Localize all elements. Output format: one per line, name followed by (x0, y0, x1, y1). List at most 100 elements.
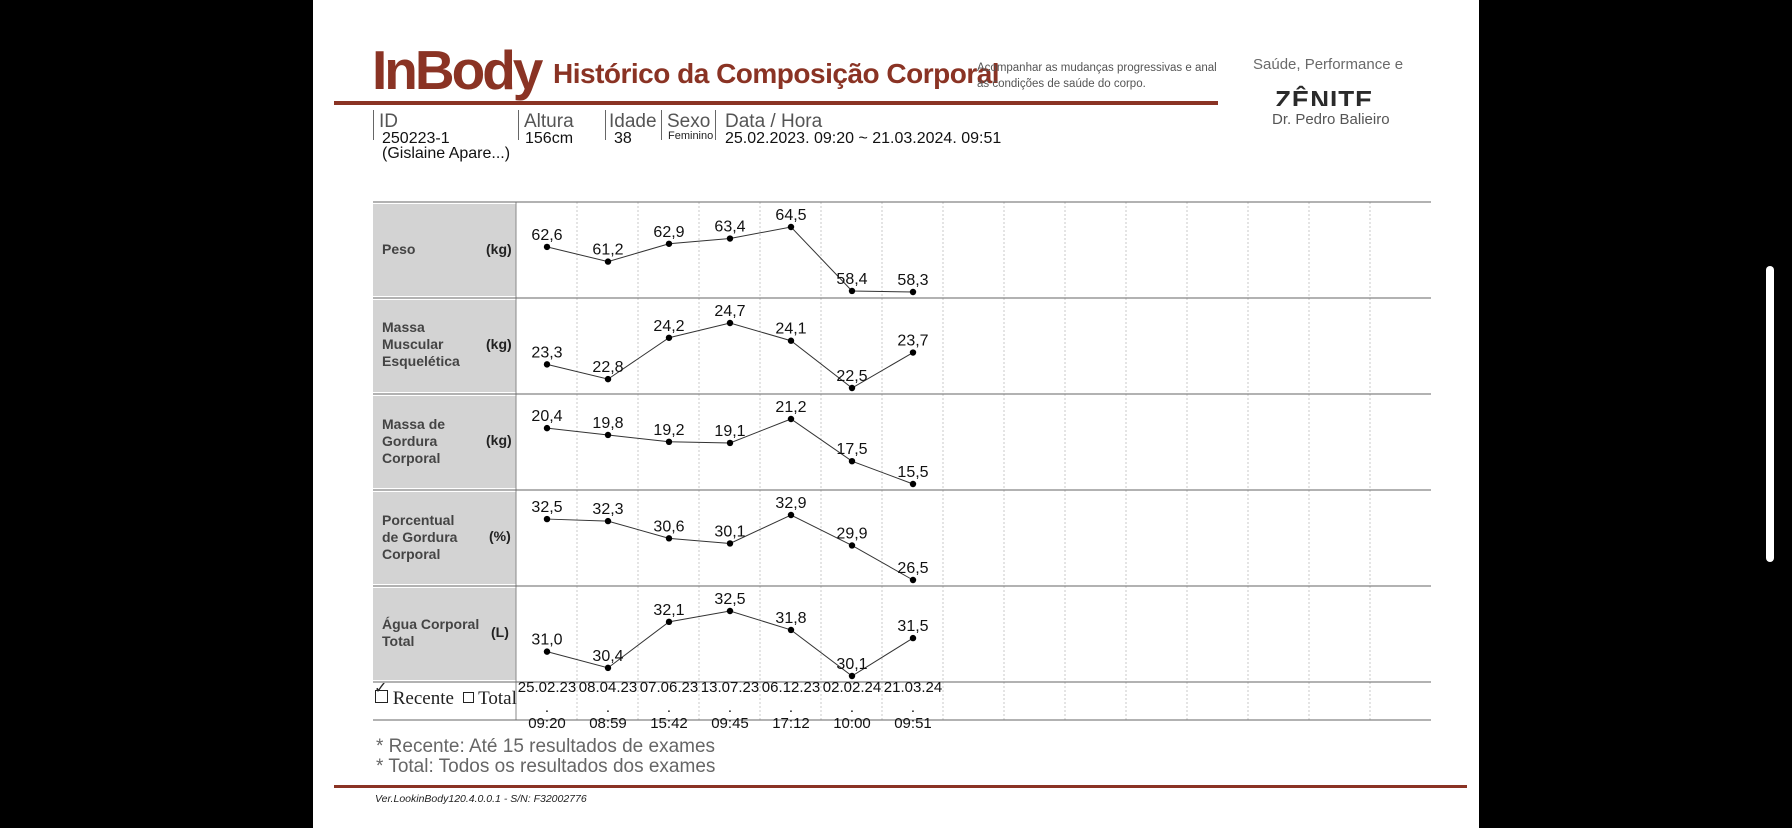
data-point (848, 287, 856, 295)
data-label: 19,2 (653, 422, 684, 439)
row-label-porcentual-gordura: Porcentual de Gordura Corporal (%) (373, 492, 516, 584)
data-point (604, 375, 612, 383)
data-point (787, 415, 795, 423)
x-tick-separator: . (606, 699, 610, 716)
data-label: 31,0 (531, 632, 562, 649)
x-tick-time: 17:12 (772, 715, 810, 732)
checkmark-icon: ✓ (374, 680, 388, 697)
x-tick-label: 02.02.24 (823, 679, 881, 696)
description-line-2: as condições de saúde do corpo. (977, 78, 1146, 90)
x-tick-time: 15:42 (650, 715, 688, 732)
row-label-peso: Peso (kg) (373, 204, 516, 296)
data-label: 24,1 (775, 321, 806, 338)
data-point (543, 361, 551, 368)
data-point (909, 288, 917, 296)
x-tick-separator: . (545, 699, 549, 716)
data-point (909, 349, 917, 356)
data-point (665, 535, 673, 542)
data-label: 19,8 (592, 415, 623, 432)
total-label: Total (478, 688, 517, 709)
row-title: Massa Muscular Esquelética (382, 319, 460, 369)
datetime-label: Data / Hora (725, 111, 823, 132)
sex-label: Sexo (667, 111, 711, 132)
legend: ✓ Recente Total (374, 681, 517, 710)
id-value: 250223-1 (382, 130, 450, 147)
data-label: 24,7 (714, 303, 745, 320)
data-point (726, 439, 734, 447)
data-label: 58,3 (897, 272, 928, 289)
data-label: 30,4 (592, 648, 623, 665)
data-point (726, 540, 734, 547)
data-point (543, 515, 551, 523)
x-tick-time: 08:59 (589, 715, 627, 732)
data-point (787, 223, 795, 231)
data-label: 17,5 (836, 441, 867, 458)
data-label: 20,4 (531, 408, 562, 425)
data-label: 32,5 (531, 499, 562, 516)
x-tick-label: 25.02.23 (518, 679, 576, 696)
data-label: 61,2 (592, 242, 623, 259)
x-tick-label: 08.04.23 (579, 679, 637, 696)
data-point (787, 626, 795, 634)
x-tick-separator: . (667, 699, 671, 716)
report-page: InBody Histórico da Composição Corporal … (313, 0, 1479, 828)
page-description: Acompanhar as mudanças progressivas e an… (977, 60, 1217, 92)
data-label: 32,9 (775, 495, 806, 512)
age-value: 38 (614, 130, 632, 147)
data-point (665, 618, 673, 626)
recent-checkbox[interactable]: ✓ (374, 681, 388, 703)
data-label: 22,5 (836, 368, 867, 385)
scrollbar-thumb[interactable] (1766, 266, 1774, 562)
x-tick-time: 10:00 (833, 715, 871, 732)
data-label: 30,6 (653, 518, 684, 535)
data-point (848, 457, 856, 465)
version-info: Ver.LookinBody120.4.0.0.1 - S/N: F320027… (375, 793, 587, 805)
data-point (848, 672, 856, 680)
data-point (543, 243, 551, 251)
total-checkbox[interactable] (462, 692, 474, 703)
x-tick-time: 09:20 (528, 715, 566, 732)
data-point (543, 648, 551, 655)
info-separator (373, 110, 374, 140)
row-unit: (kg) (486, 241, 512, 257)
note-recent: * Recente: Até 15 resultados de exames (376, 736, 716, 757)
data-point (909, 480, 917, 488)
data-label: 58,4 (836, 271, 867, 288)
x-tick-separator: . (728, 699, 732, 716)
patient-name: (Gislaine Apare...) (382, 145, 511, 162)
data-label: 31,8 (775, 610, 806, 627)
data-point (787, 511, 795, 519)
row-title: Peso (382, 241, 416, 257)
data-point (726, 607, 734, 615)
data-label: 63,4 (714, 219, 745, 236)
info-separator (715, 110, 716, 140)
header-divider (334, 101, 1218, 105)
x-tick-separator: . (911, 699, 915, 716)
data-label: 62,6 (531, 227, 562, 244)
x-tick-label: 06.12.23 (762, 679, 820, 696)
row-label-massa-gordura: Massa de Gordura Corporal (kg) (373, 396, 516, 488)
recent-label: Recente (392, 688, 454, 709)
row-title: Água Corporal Total (382, 616, 480, 649)
data-label: 21,2 (775, 399, 806, 416)
x-tick-separator: . (850, 699, 854, 716)
row-unit: (L) (491, 624, 509, 640)
history-chart: 62,6 61,2 62,9 63,4 64,5 58,4 58,3 23,3 22,8 24,2… (373, 201, 1431, 732)
row-title: Porcentual de Gordura Corporal (382, 512, 458, 562)
info-separator (661, 110, 662, 140)
data-label: 62,9 (653, 224, 684, 241)
row-label-agua-corporal: Água Corporal Total (L) (373, 588, 516, 680)
data-point (726, 235, 734, 242)
footer-divider (334, 785, 1467, 788)
row-unit: (kg) (486, 432, 512, 448)
brand-doctor: Dr. Pedro Balieiro (1272, 111, 1390, 128)
data-point (848, 542, 856, 549)
data-point (848, 384, 856, 392)
data-label: 30,1 (714, 523, 745, 540)
x-tick-label: 07.06.23 (640, 679, 698, 696)
data-label: 23,3 (531, 344, 562, 361)
data-label: 22,8 (592, 359, 623, 376)
data-point (543, 424, 551, 432)
data-label: 29,9 (836, 525, 867, 542)
data-point (665, 240, 673, 247)
